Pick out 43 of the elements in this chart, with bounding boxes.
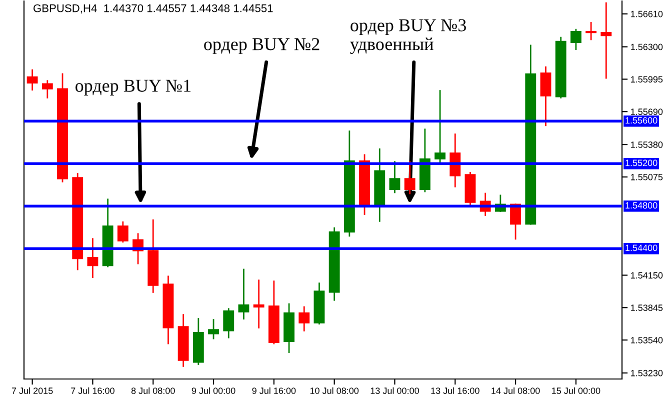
candlestick (540, 66, 552, 126)
y-tick-label: 1.55075 (631, 174, 663, 180)
ref-line-label: 1.55200 (626, 160, 658, 166)
candlestick (389, 161, 400, 194)
y-tick-label: 1.55380 (631, 141, 663, 148)
y-tick-label: 1.56300 (631, 44, 663, 50)
candlestick (600, 2, 612, 79)
x-tick-label: 7 Jul 16:00 (71, 387, 114, 394)
annotation: ордер BUY №1 (76, 80, 191, 96)
annotation: ордер BUY №3 удвоенный (350, 19, 466, 54)
candlestick (298, 306, 310, 332)
candlestick (87, 238, 98, 278)
x-tick-label: 7 Jul 2015 (12, 387, 53, 394)
x-tick-label: 14 Jul 08:00 (492, 387, 540, 394)
ref-line-label: 1.54400 (626, 244, 658, 252)
ref-line-label: 1.54800 (626, 202, 658, 209)
y-tick-label: 1.56610 (631, 10, 663, 18)
y-tick-label: 1.55995 (631, 76, 663, 83)
y-tick-label: 1.54150 (631, 272, 663, 279)
candlestick (570, 28, 582, 50)
y-tick-label: 1.53230 (631, 370, 663, 376)
candlestick (26, 69, 38, 91)
y-tick-label: 1.53540 (631, 336, 663, 344)
chart-title: GBPUSD,H4 1.44370 1.44557 1.44348 1.44551 (34, 4, 273, 14)
x-tick-label: 10 Jul 08:00 (310, 387, 359, 394)
y-tick-label: 1.55690 (631, 108, 663, 115)
ref-line-label: 1.55600 (626, 117, 658, 124)
x-tick-label: 8 Jul 08:00 (131, 387, 175, 394)
candlestick (238, 268, 250, 320)
x-tick-label: 9 Jul 16:00 (252, 387, 296, 394)
candlestick (586, 22, 597, 40)
candlestick (434, 90, 446, 164)
x-tick-label: 9 Jul 00:00 (192, 387, 236, 394)
candlestick (223, 308, 234, 338)
y-tick-label: 1.53845 (631, 304, 663, 311)
x-tick-label: 15 Jul 00:00 (552, 387, 600, 394)
candlestick (117, 221, 128, 243)
candlestick (208, 319, 219, 340)
candlestick (253, 280, 264, 328)
x-tick-label: 13 Jul 16:00 (431, 387, 480, 394)
candlestick (42, 80, 53, 98)
annotation: ордер BUY №2 (204, 38, 320, 54)
x-tick-label: 13 Jul 00:00 (370, 387, 419, 394)
